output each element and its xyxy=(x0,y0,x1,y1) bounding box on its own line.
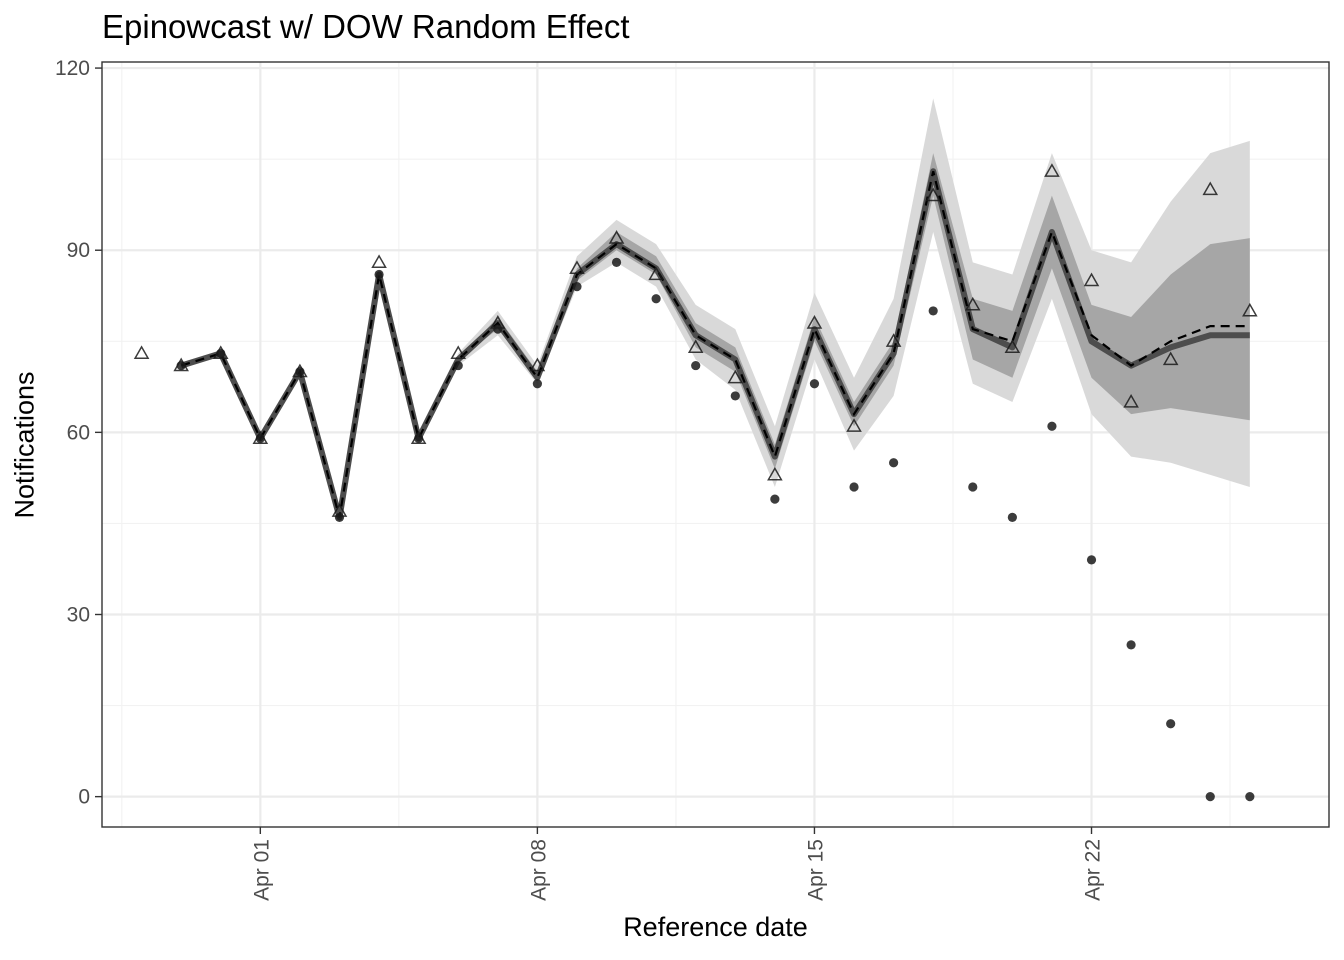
final-point xyxy=(173,357,189,372)
x-tick-label: Apr 08 xyxy=(527,839,550,901)
y-axis: 0 30 60 90 120 xyxy=(55,57,102,809)
final-point xyxy=(410,430,427,445)
final-point xyxy=(371,254,387,268)
final-point xyxy=(1162,351,1179,366)
final-point xyxy=(885,333,902,347)
y-tick-label: 0 xyxy=(78,786,90,809)
x-tick-label: Apr 22 xyxy=(1082,839,1105,901)
final-point xyxy=(687,339,704,353)
final-point xyxy=(331,503,348,517)
observed-point xyxy=(1086,555,1097,565)
final-point xyxy=(846,418,862,432)
credible-interval-bands xyxy=(181,98,1250,518)
observed-point xyxy=(532,379,542,389)
observed-point xyxy=(611,257,622,267)
observed-point xyxy=(651,294,661,304)
observed-point xyxy=(691,360,701,371)
observed-point xyxy=(1126,640,1136,650)
observed-point xyxy=(730,391,740,401)
final-point xyxy=(212,345,229,360)
final-point xyxy=(1242,302,1258,317)
final-point xyxy=(1044,163,1060,177)
final-point xyxy=(1123,393,1139,408)
observed-point xyxy=(374,269,384,280)
final-point xyxy=(767,466,783,481)
final-point xyxy=(1004,339,1021,353)
observed-point xyxy=(770,494,780,504)
final-point xyxy=(648,266,664,281)
observed-point xyxy=(1245,792,1255,802)
observed-point xyxy=(849,482,859,492)
final-point xyxy=(450,345,467,360)
observed-point xyxy=(1007,512,1017,522)
observed-point xyxy=(809,379,820,389)
final-point xyxy=(292,363,308,378)
plot-panel-border xyxy=(101,61,1330,828)
observed-point xyxy=(1205,792,1215,802)
final-point xyxy=(252,430,269,445)
mean-line xyxy=(180,171,1250,518)
final-point xyxy=(1083,272,1100,287)
y-tick-label: 120 xyxy=(55,57,90,80)
major-gridlines xyxy=(102,62,1329,827)
final-point xyxy=(133,345,150,360)
y-tick-label: 60 xyxy=(67,421,90,444)
x-tick-label: Apr 01 xyxy=(250,839,273,901)
observation-points xyxy=(133,163,1258,802)
final-point xyxy=(569,260,585,275)
observed-point xyxy=(334,512,345,522)
x-axis: Apr 01 Apr 08 Apr 15 Apr 22 xyxy=(250,827,1105,901)
final-point xyxy=(490,315,506,329)
final-point xyxy=(727,369,744,384)
observed-point xyxy=(1166,719,1176,729)
final-point xyxy=(608,230,625,244)
y-axis-label: Notifications xyxy=(9,371,40,519)
nowcast-lines xyxy=(180,168,1250,521)
observed-point xyxy=(968,482,978,492)
chart-title: Epinowcast w/ DOW Random Effect xyxy=(102,8,630,45)
final-point xyxy=(925,187,941,202)
final-point xyxy=(964,296,981,311)
observed-point xyxy=(572,282,582,292)
y-tick-label: 30 xyxy=(67,604,90,627)
final-point xyxy=(1202,181,1219,196)
y-tick-label: 90 xyxy=(67,239,90,262)
observed-point xyxy=(889,458,899,468)
observed-point xyxy=(453,360,463,371)
observed-point xyxy=(928,306,938,316)
final-point xyxy=(529,357,546,372)
observed-point xyxy=(493,324,503,334)
x-axis-label: Reference date xyxy=(623,912,808,942)
final-point xyxy=(806,315,823,329)
x-tick-label: Apr 15 xyxy=(804,839,827,901)
observed-point xyxy=(1047,421,1057,431)
